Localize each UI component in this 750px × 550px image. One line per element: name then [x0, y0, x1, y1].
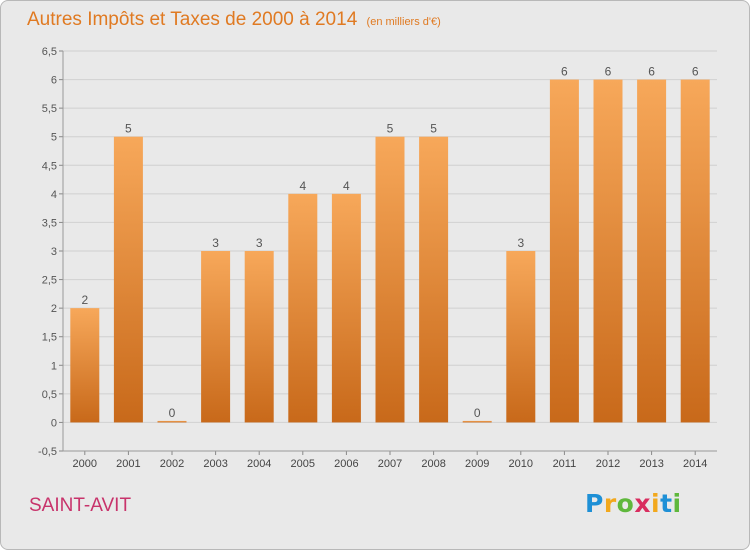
y-tick-label: 5: [51, 132, 57, 144]
bar: [70, 308, 100, 423]
x-tick-label: 2001: [116, 458, 140, 470]
logo-letter: P: [585, 489, 604, 518]
bar: [680, 79, 710, 423]
bar: [549, 79, 579, 423]
title-text: Autres Impôts et Taxes de 2000 à 2014: [27, 9, 358, 30]
y-tick-label: 0: [51, 417, 57, 429]
title-unit: (en milliers d'€): [366, 16, 441, 28]
data-label: 3: [212, 236, 219, 250]
x-tick-label: 2014: [683, 458, 707, 470]
data-label: 6: [648, 65, 655, 79]
data-label: 5: [125, 122, 132, 136]
commune-name: SAINT-AVIT: [29, 495, 132, 516]
logo-letter: r: [603, 489, 617, 518]
logo-letter: t: [660, 489, 673, 518]
bar: [462, 420, 492, 423]
bar: [288, 193, 318, 423]
logo-letter: x: [634, 489, 651, 518]
y-tick-label: 3,5: [42, 217, 57, 229]
data-label: 4: [343, 179, 350, 193]
x-tick-label: 2009: [465, 458, 489, 470]
bar: [244, 251, 274, 423]
y-tick-label: 6,5: [42, 46, 57, 58]
x-tick-label: 2013: [639, 458, 663, 470]
bar: [375, 136, 405, 423]
data-label: 5: [430, 122, 437, 136]
proxiti-logo: Proxiti: [585, 489, 682, 518]
bar: [113, 136, 143, 423]
x-tick-label: 2007: [378, 458, 402, 470]
logo-letter: o: [616, 489, 635, 518]
bar: [593, 79, 623, 423]
x-tick-label: 2010: [509, 458, 533, 470]
x-tick-label: 2002: [160, 458, 184, 470]
data-label: 6: [692, 65, 699, 79]
x-tick-label: 2000: [73, 458, 97, 470]
y-tick-label: 3: [51, 246, 57, 258]
x-tick-label: 2005: [291, 458, 315, 470]
data-label: 5: [387, 122, 394, 136]
x-tick-label: 2003: [203, 458, 227, 470]
y-tick-label: 2: [51, 303, 57, 315]
y-tick-label: 1: [51, 360, 57, 372]
x-tick-label: 2008: [421, 458, 445, 470]
data-label: 4: [299, 179, 306, 193]
chart-title: Autres Impôts et Taxes de 2000 à 2014 (e…: [27, 9, 441, 31]
logo-letter: i: [672, 489, 682, 518]
bar: [637, 79, 667, 423]
y-tick-label: 6: [51, 75, 57, 87]
y-tick-label: 1,5: [42, 332, 57, 344]
x-tick-label: 2006: [334, 458, 358, 470]
y-tick-label: 0,5: [42, 389, 57, 401]
y-tick-label: 4: [51, 189, 57, 201]
bar: [419, 136, 449, 423]
x-tick-label: 2011: [553, 458, 577, 470]
data-label: 3: [256, 236, 263, 250]
x-tick-label: 2004: [247, 458, 271, 470]
bar: [331, 193, 361, 423]
x-tick-label: 2012: [596, 458, 620, 470]
y-tick-label: 2,5: [42, 275, 57, 287]
data-label: 0: [474, 406, 481, 420]
bar: [201, 251, 231, 423]
data-label: 6: [561, 65, 568, 79]
data-label: 6: [605, 65, 612, 79]
logo-letter: i: [651, 489, 661, 518]
data-label: 0: [169, 406, 176, 420]
bar: [506, 251, 536, 423]
data-label: 3: [517, 236, 524, 250]
data-label: 2: [81, 293, 88, 307]
y-tick-label: 5,5: [42, 103, 57, 115]
y-tick-label: -0,5: [38, 446, 57, 458]
y-tick-label: 4,5: [42, 160, 57, 172]
bar: [157, 420, 187, 423]
